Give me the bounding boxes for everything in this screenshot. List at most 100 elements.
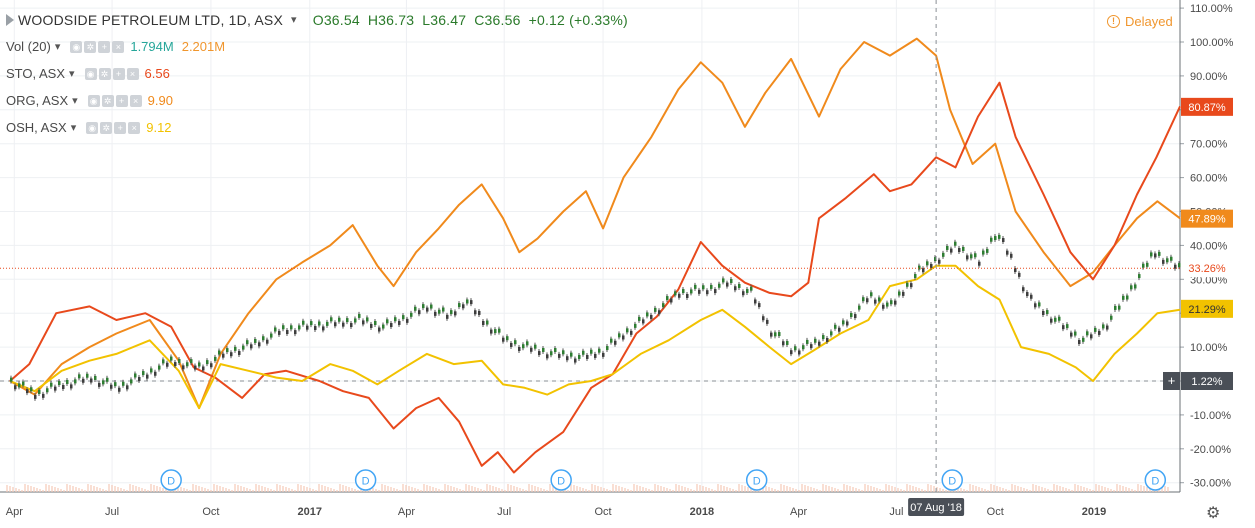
volume-bar: [42, 490, 44, 492]
delayed-indicator[interactable]: ! Delayed: [1107, 14, 1173, 29]
volume-bar: [666, 488, 668, 492]
legend-series-name[interactable]: Vol (20): [6, 39, 51, 54]
series-line-osh[interactable]: [9, 264, 1181, 410]
legend-value: 6.56: [144, 66, 170, 81]
volume-bar: [684, 487, 686, 492]
settings-icon[interactable]: ✲: [101, 94, 114, 107]
dividend-marker-icon[interactable]: [1144, 469, 1167, 491]
wpl-candle: [634, 323, 637, 328]
volume-bar: [249, 489, 251, 492]
volume-bar: [39, 489, 41, 492]
volume-bar: [822, 484, 824, 492]
wpl-candle: [770, 332, 773, 337]
legend-row-2[interactable]: STO, ASX ▾ ◉ ✲ + × 6.56: [6, 60, 628, 87]
volume-bar: [1041, 487, 1043, 492]
legend-row-3[interactable]: ORG, ASX ▾ ◉ ✲ + × 9.90: [6, 87, 628, 114]
wpl-candle: [414, 306, 417, 311]
wpl-candle: [290, 325, 293, 330]
volume-bar: [1134, 490, 1136, 492]
wpl-candle: [858, 305, 861, 310]
volume-bar: [186, 489, 188, 492]
symbol-title[interactable]: WOODSIDE PETROLEUM LTD, 1D, ASX: [18, 11, 283, 28]
x-tick-label: Jul: [497, 506, 511, 518]
volume-bar: [975, 486, 977, 492]
volume-bar: [69, 485, 71, 492]
volume-bar: [426, 485, 428, 492]
dividend-marker-icon[interactable]: [160, 469, 182, 491]
close-icon[interactable]: ×: [129, 94, 142, 107]
volume-bar: [1017, 486, 1019, 492]
dividend-marker-icon[interactable]: [550, 469, 572, 491]
legend-series-name[interactable]: ORG, ASX: [6, 93, 69, 108]
volume-bar: [339, 484, 341, 492]
volume-bar: [801, 484, 803, 492]
x-tick-label: Oct: [594, 506, 611, 518]
add-icon[interactable]: +: [112, 67, 125, 80]
open-value: O36.54: [312, 11, 360, 28]
wpl-candle: [502, 337, 505, 342]
eye-icon[interactable]: ◉: [86, 121, 99, 134]
chevron-down-icon[interactable]: ▾: [72, 95, 78, 107]
wpl-candle: [458, 303, 461, 308]
add-icon[interactable]: +: [114, 121, 127, 134]
close-icon[interactable]: ×: [128, 121, 141, 134]
wpl-candle: [718, 283, 721, 288]
volume-bar: [795, 489, 797, 492]
chevron-down-icon[interactable]: ▾: [70, 122, 77, 134]
legend-row-4[interactable]: OSH, ASX ▾ ◉ ✲ + × 9.12: [6, 114, 628, 141]
wpl-candle: [510, 342, 513, 347]
settings-icon[interactable]: ✲: [98, 67, 111, 80]
eye-icon[interactable]: ◉: [84, 67, 97, 80]
add-icon[interactable]: +: [98, 40, 111, 53]
series-line-sto[interactable]: [9, 81, 1181, 474]
eye-icon[interactable]: ◉: [70, 40, 83, 53]
volume-bar: [996, 486, 998, 492]
volume-bar: [303, 486, 305, 492]
add-icon[interactable]: +: [115, 94, 128, 107]
chevron-down-icon[interactable]: ▾: [291, 14, 297, 26]
volume-bar: [858, 489, 860, 492]
chevron-down-icon[interactable]: ▾: [69, 68, 75, 80]
crosshair-plus-button[interactable]: [1163, 372, 1180, 390]
volume-bar: [195, 485, 197, 492]
legend-row-1[interactable]: Vol (20) ▾ ◉ ✲ + × 1.794M 2.201M: [6, 33, 628, 60]
dividend-marker-label: D: [557, 476, 565, 488]
wpl-candle: [86, 373, 89, 378]
volume-bar: [939, 488, 941, 492]
volume-bar: [546, 490, 548, 492]
y-tick-label: -30.00%: [1190, 478, 1231, 490]
close-icon[interactable]: ×: [126, 67, 139, 80]
volume-bar: [879, 489, 881, 492]
dividend-marker-icon[interactable]: [941, 469, 963, 491]
chevron-down-icon[interactable]: ▾: [54, 41, 61, 53]
settings-icon[interactable]: ✲: [84, 40, 97, 53]
series-line-org[interactable]: [9, 37, 1181, 410]
wpl-candle: [54, 386, 57, 391]
gear-icon[interactable]: ⚙: [1206, 505, 1221, 522]
close-icon[interactable]: ×: [112, 40, 125, 53]
settings-icon[interactable]: ✲: [100, 121, 113, 134]
y-tick-label: 90.00%: [1190, 71, 1228, 83]
close-value: C36.56: [474, 11, 521, 28]
volume-bar: [888, 485, 890, 492]
eye-icon[interactable]: ◉: [87, 94, 100, 107]
volume-bar: [381, 484, 383, 492]
volume-bar: [1119, 485, 1121, 492]
dividend-marker-icon[interactable]: [745, 469, 768, 491]
volume-bar: [483, 490, 485, 492]
dividend-marker-label: D: [167, 476, 175, 488]
volume-bar: [744, 486, 746, 492]
volume-bar: [1026, 489, 1028, 492]
legend-series-name[interactable]: OSH, ASX: [6, 120, 67, 135]
wpl-candle: [862, 297, 865, 302]
volume-bar: [141, 488, 143, 492]
clock-icon: !: [1107, 15, 1120, 28]
volume-bar: [576, 486, 578, 492]
legend-series-name[interactable]: STO, ASX: [6, 66, 66, 81]
volume-bar: [450, 486, 452, 492]
volume-bar: [255, 484, 257, 492]
volume-bar: [528, 484, 530, 492]
dividend-marker-icon[interactable]: [354, 469, 377, 491]
volume-bar: [399, 490, 401, 492]
